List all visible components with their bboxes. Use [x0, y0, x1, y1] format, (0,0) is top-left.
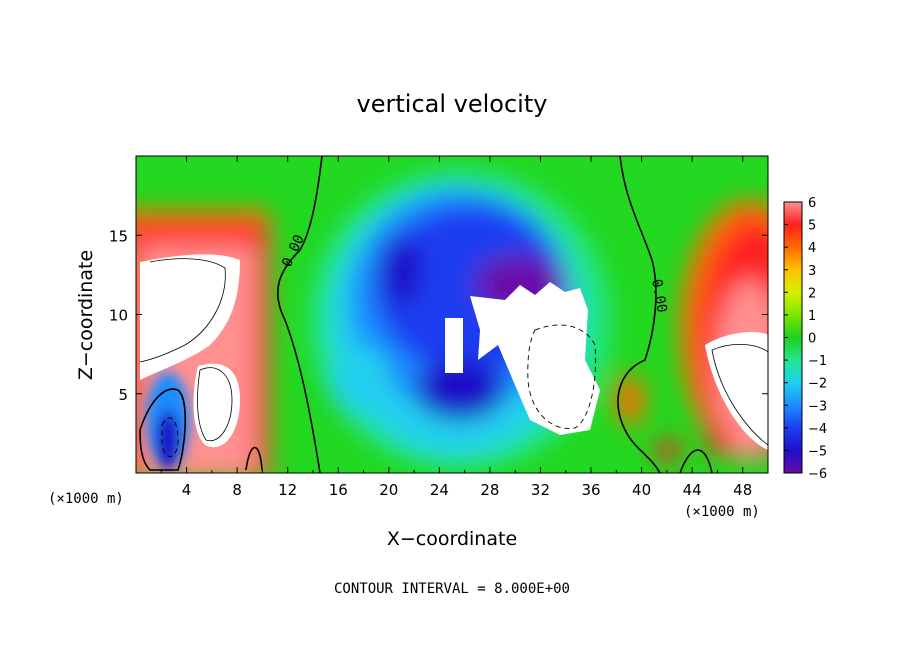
- x-tick-label: 8: [232, 481, 242, 499]
- y-tick-label: 10: [109, 307, 128, 325]
- colorbar: 6 5 4 3 2 1 0 −1 −2 −3 −4 −5 −6: [783, 196, 827, 482]
- colorbar-label: 3: [808, 264, 816, 279]
- colorbar-label: −5: [808, 444, 827, 459]
- zero-contours: [139, 156, 713, 473]
- colorbar-label: −4: [808, 422, 827, 437]
- colorbar-label: 6: [808, 196, 816, 211]
- y-axis-label: Z−coordinate: [75, 250, 97, 380]
- colorbar-label: 4: [808, 241, 816, 256]
- plot-area: [136, 156, 768, 473]
- y-tick-label: 15: [109, 227, 128, 245]
- x-tick-label: 28: [480, 481, 499, 499]
- saturated-left: [140, 254, 240, 380]
- x-tick-label: 12: [278, 481, 297, 499]
- x-tick-label: 40: [632, 481, 651, 499]
- colorbar-label: −3: [808, 399, 827, 414]
- x-unit-left: (×1000 m): [48, 491, 124, 507]
- x-unit-right: (×1000 m): [684, 504, 760, 520]
- colorbar-label: −2: [808, 377, 827, 392]
- x-tick-label: 20: [379, 481, 398, 499]
- saturated-center: [470, 282, 600, 435]
- saturated-right: [705, 332, 768, 450]
- x-tick-label: 36: [581, 481, 600, 499]
- y-tick-label: 5: [118, 386, 128, 404]
- contour-interval-note: CONTOUR INTERVAL = 8.000E+00: [334, 581, 570, 597]
- y-axis-ticks: 5 10 15: [109, 227, 768, 404]
- x-tick-label: 44: [683, 481, 702, 499]
- x-tick-label: 24: [430, 481, 449, 499]
- neg-contours: [161, 324, 597, 457]
- x-tick-label: 16: [329, 481, 348, 499]
- colorbar-label: 2: [808, 286, 816, 301]
- x-axis-label: X−coordinate: [387, 528, 517, 550]
- x-tick-label: 4: [182, 481, 192, 499]
- colorbar-label: 5: [808, 219, 816, 234]
- chart-title: vertical velocity: [357, 90, 548, 118]
- x-tick-label: 48: [733, 481, 752, 499]
- x-axis-ticks: 4 8 12 16 20 24 28 32 36 40 44 48: [160, 156, 752, 499]
- x-tick-label: 32: [531, 481, 550, 499]
- colorbar-label: 0: [808, 332, 816, 347]
- colorbar-label: 1: [808, 309, 816, 324]
- contour-label-right: 0.00: [648, 278, 670, 314]
- colorbar-label: −6: [808, 467, 827, 482]
- colorbar-label: −1: [808, 354, 827, 369]
